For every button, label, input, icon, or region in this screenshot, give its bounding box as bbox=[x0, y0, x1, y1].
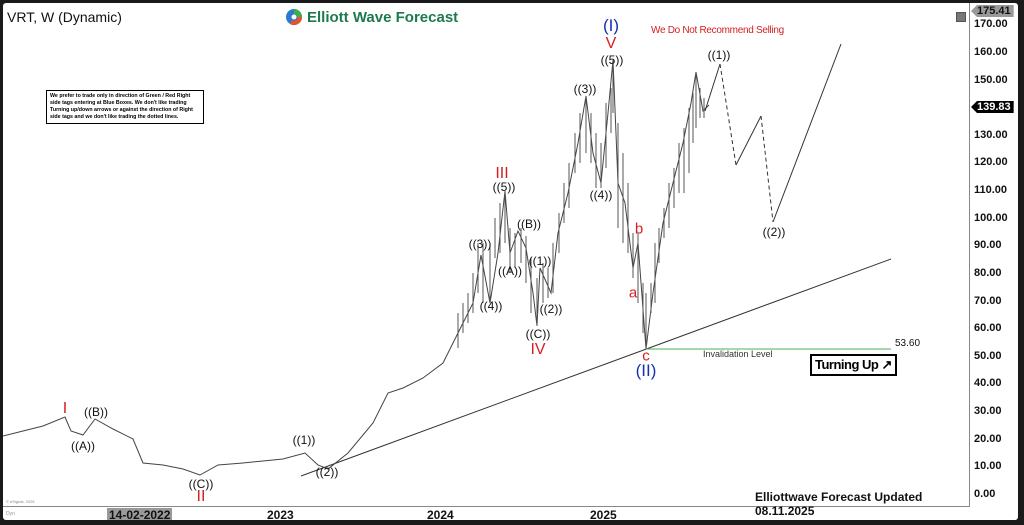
trading-notice: We prefer to trade only in direction of … bbox=[46, 90, 204, 124]
wave-label-A2: ((A)) bbox=[498, 264, 522, 278]
swirl-logo-icon bbox=[286, 9, 303, 26]
sell-warning: We Do Not Recommend Selling bbox=[651, 25, 784, 36]
y-tick: 0.00 bbox=[974, 488, 996, 500]
price-path bbox=[3, 59, 710, 476]
brand-logo: Elliott Wave Forecast bbox=[285, 8, 458, 26]
x-tick: 2024 bbox=[427, 508, 454, 520]
price-axis[interactable]: 175.41 170.00 160.00 150.00 139.83 130.0… bbox=[969, 3, 1018, 506]
wave-label-C: ((C)) bbox=[188, 477, 214, 491]
wave-label-3: ((3)) bbox=[468, 237, 492, 251]
wave-label-B2: ((B)) bbox=[517, 217, 541, 231]
wave-label-3b: ((3)) bbox=[573, 82, 597, 96]
wave-label-4: ((4)) bbox=[479, 299, 503, 313]
wave-label-V: V bbox=[605, 35, 617, 52]
window-toggle-icon[interactable] bbox=[956, 12, 966, 22]
y-tick: 150.00 bbox=[974, 74, 1008, 86]
invalidation-label: Invalidation Level bbox=[703, 349, 773, 359]
y-tick: 40.00 bbox=[974, 377, 1002, 389]
y-tick: 160.00 bbox=[974, 46, 1008, 58]
dyn-label: Dyn bbox=[6, 511, 15, 517]
wave-label-c: c bbox=[642, 347, 650, 365]
wave-label-C2: ((C)) bbox=[525, 327, 551, 341]
y-tick: 110.00 bbox=[974, 184, 1008, 196]
y-tick: 70.00 bbox=[974, 295, 1002, 307]
wave-label-proj-2: ((2)) bbox=[762, 225, 786, 239]
wave-label-III: III bbox=[495, 165, 509, 182]
y-tick: 120.00 bbox=[974, 156, 1008, 168]
wave-label-5: ((5)) bbox=[492, 180, 516, 194]
wave-label-5b: ((5)) bbox=[600, 53, 624, 67]
projection-up-2 bbox=[735, 115, 762, 166]
wave-label-proj-1: ((1)) bbox=[707, 48, 731, 62]
last-price-tag: 139.83 bbox=[971, 101, 1014, 113]
ohlc-bars bbox=[457, 60, 705, 349]
wave-label-b: b bbox=[634, 220, 644, 238]
price-chart bbox=[3, 43, 892, 477]
projection-dash-2 bbox=[760, 115, 774, 223]
turning-up-badge: Turning Up ↗ bbox=[810, 354, 897, 376]
wave-label-I-blue: (I) bbox=[602, 16, 620, 35]
copyright: © eSignal, 2025 bbox=[6, 499, 35, 504]
wave-label-II: II bbox=[196, 488, 206, 505]
wave-label-2b: ((2)) bbox=[539, 302, 563, 316]
wave-label-1b: ((1)) bbox=[528, 254, 552, 268]
wave-label-B: ((B)) bbox=[84, 405, 108, 419]
symbol-title: VRT, W (Dynamic) bbox=[7, 9, 122, 25]
wave-label-a: a bbox=[628, 284, 638, 302]
y-tick: 10.00 bbox=[974, 460, 1002, 472]
y-tick: 170.00 bbox=[974, 18, 1008, 30]
projection-up-3 bbox=[772, 43, 842, 223]
y-tick: 60.00 bbox=[974, 322, 1002, 334]
invalidation-value: 53.60 bbox=[895, 338, 921, 349]
y-tick: 90.00 bbox=[974, 239, 1002, 251]
updated-stamp: Elliottwave Forecast Updated 08.11.2025 bbox=[755, 490, 923, 518]
y-tick: 30.00 bbox=[974, 405, 1002, 417]
x-tick: 2025 bbox=[590, 508, 617, 520]
high-price-tag: 175.41 bbox=[971, 5, 1014, 17]
wave-label-IV: IV bbox=[530, 341, 546, 358]
wave-label-II-blue: (II) bbox=[635, 361, 657, 380]
projection-dash-1 bbox=[719, 63, 737, 166]
y-tick: 50.00 bbox=[974, 350, 1002, 362]
wave-label-4b: ((4)) bbox=[589, 188, 613, 202]
projection-up-1 bbox=[704, 63, 721, 112]
brand-name: Elliott Wave Forecast bbox=[307, 8, 459, 26]
y-tick: 130.00 bbox=[974, 129, 1008, 141]
plot-area[interactable]: VRT, W (Dynamic) Elliott Wave Forecast W… bbox=[3, 3, 970, 518]
x-tick-cursor-date: 14-02-2022 bbox=[107, 508, 173, 520]
x-tick: 2023 bbox=[267, 508, 294, 520]
wave-label-2: ((2)) bbox=[315, 465, 339, 479]
chart-window: VRT, W (Dynamic) Elliott Wave Forecast W… bbox=[3, 3, 1018, 520]
wave-label-A: ((A)) bbox=[71, 439, 95, 453]
y-tick: 20.00 bbox=[974, 433, 1002, 445]
wave-label-I: I bbox=[62, 400, 68, 417]
y-tick: 100.00 bbox=[974, 212, 1008, 224]
wave-label-1: ((1)) bbox=[292, 433, 316, 447]
time-axis[interactable]: Dyn 14-02-2022 2023 2024 2025 bbox=[3, 506, 969, 520]
y-tick: 80.00 bbox=[974, 267, 1002, 279]
trend-line bbox=[300, 258, 892, 477]
